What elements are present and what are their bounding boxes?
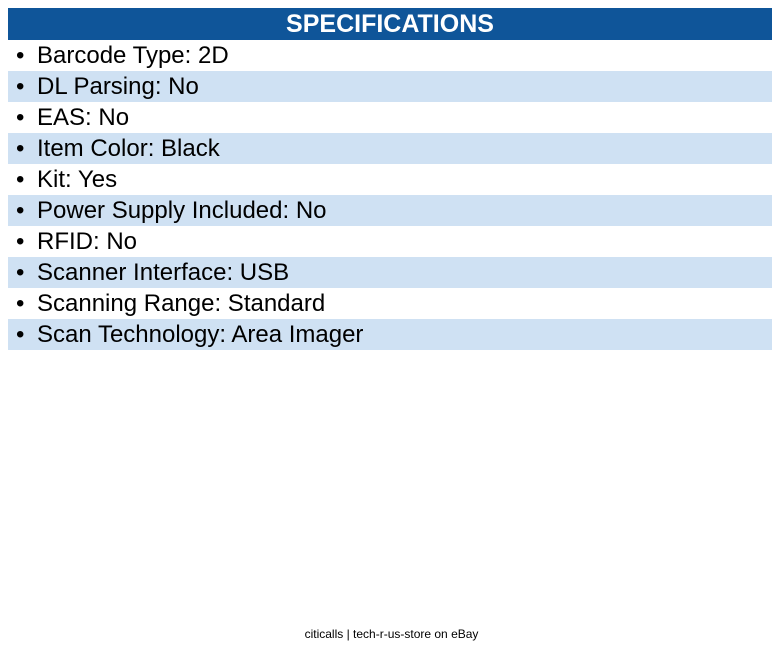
spec-item: • Power Supply Included: No: [8, 195, 772, 226]
spec-item: • Scanner Interface: USB: [8, 257, 772, 288]
spec-text: Scan Technology: Area Imager: [37, 321, 364, 348]
bullet-icon: •: [16, 135, 25, 162]
bullet-icon: •: [16, 259, 25, 286]
spec-text: DL Parsing: No: [37, 73, 199, 100]
bullet-icon: •: [16, 290, 25, 317]
footer-text: citicalls | tech-r-us-store on eBay: [304, 627, 479, 641]
spec-item: • Scanning Range: Standard: [8, 288, 772, 319]
bullet-icon: •: [16, 166, 25, 193]
spec-item: • Item Color: Black: [8, 133, 772, 164]
spec-item: • EAS: No: [8, 102, 772, 133]
bullet-icon: •: [16, 321, 25, 348]
specifications-header: SPECIFICATIONS: [8, 8, 772, 40]
bullet-icon: •: [16, 197, 25, 224]
spec-item: • Kit: Yes: [8, 164, 772, 195]
spec-text: Kit: Yes: [37, 166, 118, 193]
spec-text: Power Supply Included: No: [37, 197, 327, 224]
spec-text: Scanner Interface: USB: [37, 259, 290, 286]
spec-list: • Barcode Type: 2D • DL Parsing: No • EAS: No…: [8, 40, 772, 350]
bullet-icon: •: [16, 228, 25, 255]
spec-text: Item Color: Black: [37, 135, 220, 162]
bullet-icon: •: [16, 104, 25, 131]
bullet-icon: •: [16, 42, 25, 69]
spec-text: EAS: No: [37, 104, 130, 131]
spec-item: • Barcode Type: 2D: [8, 40, 772, 71]
spec-text: RFID: No: [37, 228, 138, 255]
specifications-table: SPECIFICATIONS • Barcode Type: 2D • DL Pars…: [8, 8, 772, 350]
spec-item: • DL Parsing: No: [8, 71, 772, 102]
spec-item: • Scan Technology: Area Imager: [8, 319, 772, 350]
spec-text: Scanning Range: Standard: [37, 290, 326, 317]
spec-text: Barcode Type: 2D: [37, 42, 229, 69]
bullet-icon: •: [16, 73, 25, 100]
spec-item: • RFID: No: [8, 226, 772, 257]
